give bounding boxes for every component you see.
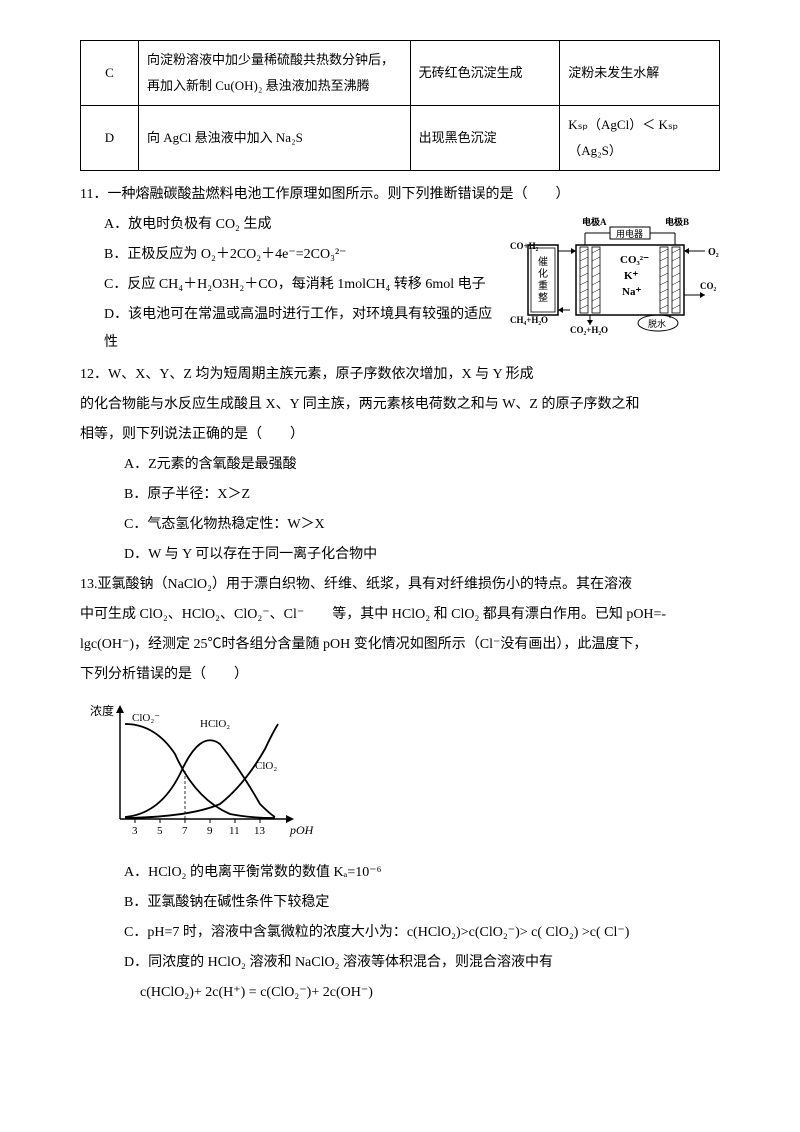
row-d-observation: 出现黑色沉淀	[410, 106, 560, 171]
row-d-label: D	[81, 106, 139, 171]
svg-text:化: 化	[538, 267, 548, 280]
label-left-out: CH₄+H₂O	[510, 315, 548, 325]
label-electrode-b: 电极B	[665, 216, 689, 227]
svg-text:11: 11	[229, 825, 240, 837]
q11-figure: 电极A 电极B 用电器 催 化 重 整 CO+H₂ CH₄+H₂O	[510, 215, 720, 335]
label-electrode-a: 电极A	[582, 216, 607, 227]
ylabel: 浓度	[90, 703, 114, 718]
label-co2h2o: CO₂+H₂O	[570, 325, 608, 335]
svg-text:9: 9	[207, 825, 213, 837]
q12-b: B．原子半径：X＞Z	[80, 481, 720, 509]
q12-stem1: 12．W、X、Y、Z 均为短周期主族元素，原子序数依次增加，X 与 Y 形成	[80, 361, 720, 389]
series-hclo2: HClO₂	[200, 718, 230, 730]
row-d-operation: 向 AgCl 悬浊液中加入 Na₂S	[138, 106, 410, 171]
q13-d2: c(HClO₂)+ 2c(H⁺) = c(ClO₂⁻)+ 2c(OH⁻)	[80, 979, 720, 1007]
row-c-observation: 无砖红色沉淀生成	[410, 41, 560, 106]
q11-stem: 11．一种熔融碳酸盐燃料电池工作原理如图所示。则下列推断错误的是（ ）	[80, 181, 720, 209]
label-o2: O₂	[708, 247, 719, 258]
q13-b: B．亚氯酸钠在碱性条件下较稳定	[80, 889, 720, 917]
svg-text:13: 13	[254, 825, 266, 837]
q13-stem2: 中可生成 ClO₂、HClO₂、ClO₂⁻、Cl⁻ 等，其中 HClO₂ 和 C…	[80, 601, 720, 629]
xlabel: pOH	[289, 823, 315, 837]
label-co2: CO₂	[700, 281, 717, 291]
label-water: 脱水	[648, 318, 666, 329]
label-k: K⁺	[624, 270, 639, 282]
series-clo2minus: ClO₂⁻	[132, 712, 160, 724]
q12-c: C．气态氢化物热稳定性：W＞X	[80, 511, 720, 539]
svg-text:整: 整	[538, 291, 548, 304]
row-c-conclusion: 淀粉未发生水解	[560, 41, 720, 106]
q13-c: C．pH=7 时，溶液中含氯微粒的浓度大小为：c(HClO₂)>c(ClO₂⁻)…	[80, 919, 720, 947]
label-cat1: 催	[538, 255, 548, 268]
q13-stem4: 下列分析错误的是（ ）	[80, 661, 720, 689]
q13-figure: 浓度 pOH 3 5 7 9 11 13 ClO₂⁻ HClO₂ ClO₂	[80, 699, 720, 849]
label-left-in: CO+H₂	[510, 241, 539, 251]
q12-d: D．W 与 Y 可以存在于同一离子化合物中	[80, 541, 720, 569]
row-d-conclusion: Kₛₚ（AgCl）＜ Kₛₚ（Ag₂S）	[560, 106, 720, 171]
svg-text:7: 7	[182, 825, 188, 837]
label-na: Na⁺	[622, 286, 641, 298]
svg-text:5: 5	[157, 825, 163, 837]
svg-text:重: 重	[538, 279, 548, 292]
q12-stem2: 的化合物能与水反应生成酸且 X、Y 同主族，两元素核电荷数之和与 W、Z 的原子…	[80, 391, 720, 419]
svg-text:3: 3	[132, 825, 138, 837]
q13-stem1: 13.亚氯酸钠（NaClO₂）用于漂白织物、纤维、纸浆，具有对纤维损伤小的特点。…	[80, 571, 720, 599]
row-c-label: C	[81, 41, 139, 106]
table-row: D 向 AgCl 悬浊液中加入 Na₂S 出现黑色沉淀 Kₛₚ（AgCl）＜ K…	[81, 106, 720, 171]
q12-a: A．Z元素的含氧酸是最强酸	[80, 451, 720, 479]
series-clo2: ClO₂	[255, 760, 277, 772]
label-co3: CO₃²⁻	[620, 254, 649, 266]
table-row: C 向淀粉溶液中加少量稀硫酸共热数分钟后，再加入新制 Cu(OH)₂ 悬浊液加热…	[81, 41, 720, 106]
q13-stem3: lgc(OH⁻)，经测定 25℃时各组分含量随 pOH 变化情况如图所示（Cl⁻…	[80, 631, 720, 659]
row-c-operation: 向淀粉溶液中加少量稀硫酸共热数分钟后，再加入新制 Cu(OH)₂ 悬浊液加热至沸…	[138, 41, 410, 106]
q12-stem3: 相等，则下列说法正确的是（ ）	[80, 421, 720, 449]
q13-a: A．HClO₂ 的电离平衡常数的数值 Kₐ=10⁻⁶	[80, 859, 720, 887]
q13-d: D．同浓度的 HClO₂ 溶液和 NaClO₂ 溶液等体积混合，则混合溶液中有	[80, 949, 720, 977]
experiment-table: C 向淀粉溶液中加少量稀硫酸共热数分钟后，再加入新制 Cu(OH)₂ 悬浊液加热…	[80, 40, 720, 171]
label-util: 用电器	[616, 228, 643, 239]
